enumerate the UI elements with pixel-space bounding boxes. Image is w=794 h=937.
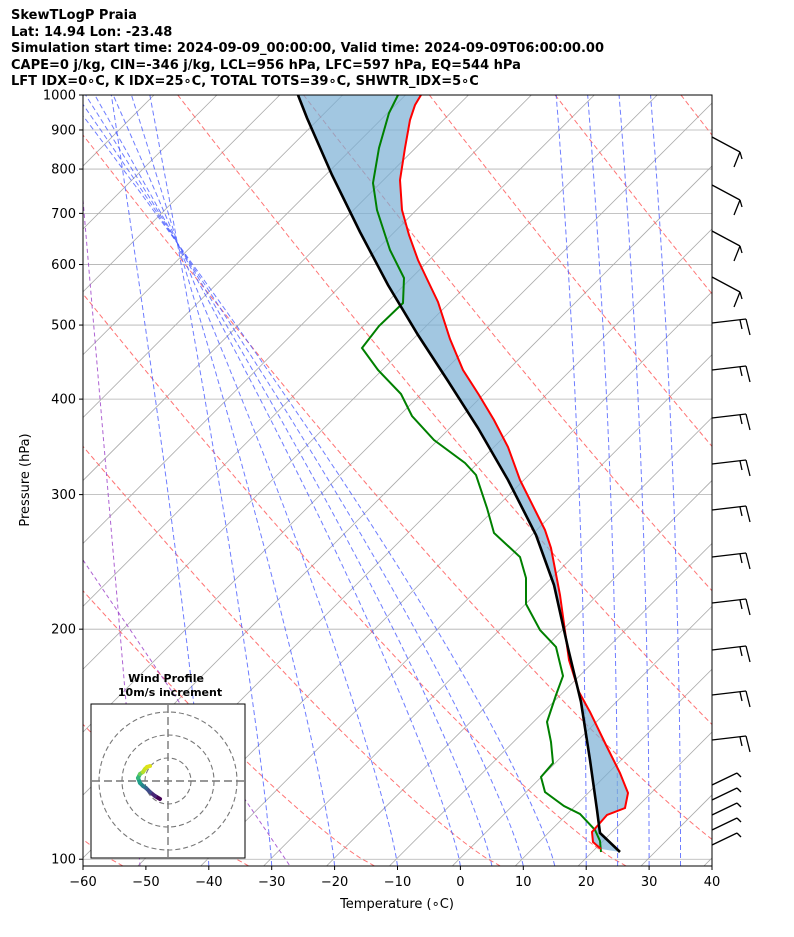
parcel-profile — [296, 95, 621, 853]
moist-adiabats — [83, 95, 681, 866]
isotherm-line — [389, 542, 712, 866]
x-tick-label: 0 — [456, 875, 464, 890]
isotherm-line — [640, 794, 712, 866]
isotherm-line — [452, 605, 712, 866]
y-tick-label: 700 — [51, 207, 76, 222]
dry-adiabat — [302, 95, 712, 592]
moist-adiabat — [587, 95, 619, 866]
isotherm-line — [83, 102, 712, 733]
y-tick-label: 300 — [51, 488, 76, 503]
y-tick-label: 600 — [51, 258, 76, 273]
x-axis-ticks: −60 −50 −40 −30 −20 −10 0 10 20 30 40 — [69, 866, 720, 890]
y-tick-label: 900 — [51, 123, 76, 138]
wind-barbs — [711, 136, 751, 846]
moist-adiabat — [83, 115, 556, 866]
isotherm-line — [137, 291, 712, 866]
y-axis-label: Pressure (hPa) — [18, 433, 33, 526]
x-tick-label: 30 — [641, 875, 658, 890]
wind-barb — [711, 505, 751, 523]
x-tick-label: 40 — [704, 875, 721, 890]
simulation-times: Simulation start time: 2024-09-09_00:00:… — [11, 41, 604, 56]
x-tick-label: 20 — [578, 875, 595, 890]
wind-barb — [711, 787, 742, 801]
isotherm-line — [326, 479, 712, 866]
wind-barb — [711, 690, 751, 708]
inset-subtitle: 10m/s increment — [118, 686, 222, 699]
wind-barb — [711, 459, 751, 477]
sounding-profiles — [296, 95, 630, 853]
y-axis-ticks: 1000 900 800 700 600 500 400 300 200 100 — [43, 89, 83, 868]
isotherm-line — [83, 95, 532, 544]
y-tick-label: 1000 — [43, 89, 76, 104]
isotherm-line — [200, 354, 712, 866]
moist-adiabat — [149, 95, 273, 866]
temperature-profile — [398, 95, 630, 850]
wind-barb — [711, 598, 751, 616]
wind-barb — [711, 832, 742, 846]
dry-adiabat — [83, 293, 627, 866]
wind-barb — [711, 413, 751, 431]
wind-barb — [711, 802, 742, 816]
convective-parameters: CAPE=0 j/kg, CIN=-346 j/kg, LCL=956 hPa,… — [11, 57, 521, 73]
wind-barb — [711, 817, 742, 831]
chart-title: SkewTLogP Praia — [11, 8, 137, 23]
wind-barb — [711, 772, 742, 786]
isotherm-line — [83, 95, 343, 356]
x-tick-label: 10 — [515, 875, 532, 890]
x-tick-label: −30 — [258, 875, 285, 890]
chart-title-block: SkewTLogP Praia Lat: 14.94 Lon: -23.48 S… — [11, 8, 604, 91]
wind-barb — [711, 735, 751, 753]
y-tick-label: 500 — [51, 319, 76, 334]
moist-adiabat — [94, 95, 461, 866]
x-tick-label: −60 — [69, 875, 96, 890]
x-tick-label: −20 — [321, 875, 348, 890]
isotherm-line — [83, 95, 595, 607]
y-tick-label: 400 — [51, 393, 76, 408]
isotherm-line — [83, 95, 658, 670]
wind-profile-inset: Wind Profile 10m/s increment — [90, 672, 246, 859]
wind-barb — [711, 552, 751, 570]
moist-adiabat — [83, 103, 524, 866]
y-tick-label: 100 — [51, 853, 76, 868]
isotherm-line — [514, 668, 712, 866]
wind-barb — [711, 136, 743, 168]
wind-barb — [711, 645, 751, 663]
wind-barb — [711, 230, 743, 262]
isotherm-line — [83, 95, 281, 293]
isotherm-line — [577, 731, 712, 866]
dewpoint-profile — [360, 95, 602, 853]
isotherm-line — [263, 417, 712, 866]
isotherm-line — [83, 95, 406, 419]
isotherm-line — [83, 95, 469, 482]
wind-barb — [711, 184, 743, 216]
x-tick-label: −50 — [132, 875, 159, 890]
stability-indices: LFT IDX=0∘C, K IDX=25∘C, TOTAL TOTS=39∘C… — [11, 74, 479, 89]
hodograph-rings — [92, 705, 244, 857]
x-tick-label: −40 — [195, 875, 222, 890]
moist-adiabat — [112, 95, 398, 866]
y-tick-label: 800 — [51, 163, 76, 178]
wind-barb — [711, 318, 751, 336]
dry-adiabat — [83, 445, 501, 866]
hodograph-trace — [136, 764, 162, 801]
moist-adiabat — [130, 95, 336, 866]
isotherm-line — [767, 95, 794, 866]
y-tick-label: 200 — [51, 623, 76, 638]
station-coordinates: Lat: 14.94 Lon: -23.48 — [11, 24, 173, 40]
wind-barb — [711, 365, 751, 383]
wind-barb — [711, 276, 743, 308]
moist-adiabat — [618, 95, 650, 866]
inset-title: Wind Profile — [128, 672, 204, 685]
dry-adiabat — [177, 95, 712, 726]
x-tick-label: −10 — [384, 875, 411, 890]
moist-adiabat — [555, 95, 587, 866]
moist-adiabat — [650, 95, 681, 866]
x-axis-label: Temperature (∘C) — [339, 897, 454, 912]
moist-adiabat — [84, 95, 493, 866]
hodograph-segment — [145, 764, 152, 769]
isotherm-line — [83, 95, 218, 230]
